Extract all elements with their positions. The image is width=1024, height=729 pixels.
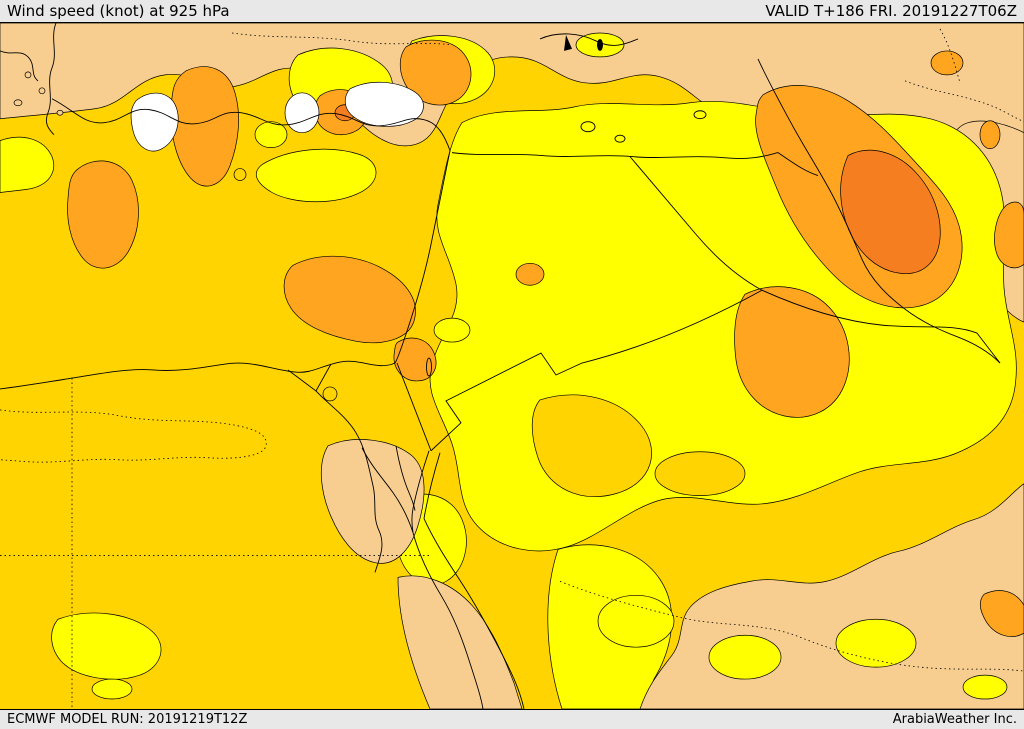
- red-sea-west-shore: [412, 532, 484, 709]
- levant-egypt-coast: [0, 150, 451, 390]
- map-title: Wind speed (knot) at 925 hPa: [7, 2, 230, 20]
- jordan-saudi-border: [430, 352, 583, 452]
- turkey-south-coast: [51, 98, 451, 151]
- saudi-iraq-border: [761, 289, 1001, 364]
- lake-van: [693, 110, 707, 120]
- branding-label: ArabiaWeather Inc.: [892, 712, 1017, 727]
- wind-speed-map-canvas: [0, 23, 1024, 709]
- wind-fill-calm-white: [130, 81, 424, 152]
- dotted-borders: [0, 28, 1024, 709]
- footer-bar: ECMWF MODEL RUN: 20191219T12Z ArabiaWeat…: [0, 710, 1024, 729]
- coastlines-and-borders: [0, 23, 1001, 709]
- egypt-israel-border: [396, 362, 432, 451]
- small-lake-marks: [564, 34, 603, 51]
- iran-border: [757, 58, 1001, 364]
- wind-fill-yellow-in-tan: [597, 594, 1008, 700]
- black-sea-coast: [539, 33, 639, 46]
- lake-tuz: [580, 121, 596, 133]
- gulf-of-aqaba: [411, 450, 430, 533]
- nile-river: [315, 390, 383, 573]
- dead-sea: [426, 357, 432, 377]
- turkey-syria-border: [451, 152, 819, 176]
- red-sea-east-shore: [423, 518, 525, 709]
- header-bar: Wind speed (knot) at 925 hPa VALID T+186…: [0, 0, 1024, 22]
- cyprus-island: [255, 148, 377, 203]
- aegean-islands: [13, 71, 64, 116]
- aegean-coast: [45, 23, 57, 135]
- syria-iraq-border: [629, 156, 763, 291]
- wind-speed-map: [0, 22, 1024, 710]
- model-run-label: ECMWF MODEL RUN: 20191219T12Z: [7, 712, 248, 727]
- wind-fill-gold-detail: [233, 168, 855, 497]
- valid-time-label: VALID T+186 FRI. 20191227T06Z: [765, 2, 1017, 20]
- gulf-of-suez: [361, 447, 414, 533]
